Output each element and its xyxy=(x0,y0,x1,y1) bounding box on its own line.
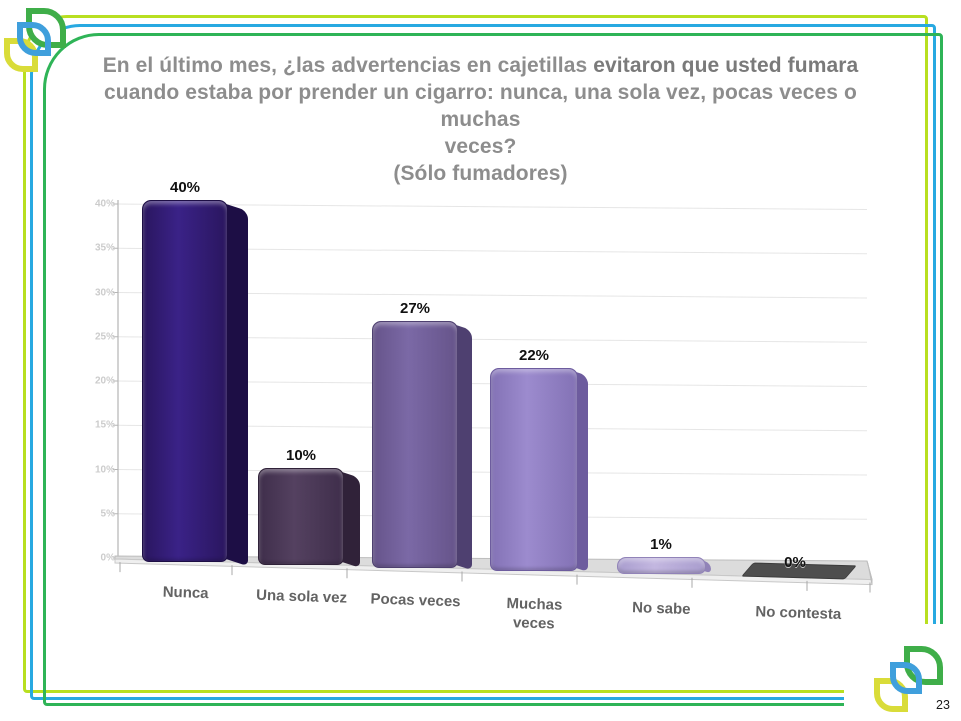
title-segment: (Sólo fumadores) xyxy=(393,162,568,185)
title-line: veces? xyxy=(90,133,871,160)
title-line: En el último mes, ¿las advertencias en c… xyxy=(90,52,871,79)
title-segment: veces? xyxy=(444,135,517,158)
title-segment: cuando estaba por prender un cigarro: nu… xyxy=(104,81,857,131)
title-segment-bold: evitaron que usted fumara xyxy=(593,54,859,77)
floor-right-cap xyxy=(866,560,873,585)
category-label: Muchas veces xyxy=(506,594,563,633)
bar-value-label: 1% xyxy=(650,536,672,553)
y-axis-label: 40% xyxy=(94,198,115,210)
category-label: Una sola vez xyxy=(255,586,348,607)
y-axis-label: 35% xyxy=(94,242,115,254)
bar-side-face xyxy=(342,472,360,568)
category-label: Nunca xyxy=(162,583,209,603)
logo-bottom-right xyxy=(874,646,944,714)
logo-top-left xyxy=(4,8,72,76)
bar-value-label: 40% xyxy=(169,179,201,196)
y-axis-label: 5% xyxy=(100,508,115,520)
gridline xyxy=(117,203,868,210)
slide-title: En el último mes, ¿las advertencias en c… xyxy=(90,52,871,187)
bar-side-face xyxy=(456,325,472,571)
title-segment: En el último mes, ¿las advertencias en c… xyxy=(102,54,594,77)
y-axis-label: 0% xyxy=(100,552,115,564)
bar-muchas-veces xyxy=(490,368,578,571)
bar-value-label: 10% xyxy=(285,447,317,464)
y-axis-label: 15% xyxy=(94,419,115,431)
y-axis-label: 30% xyxy=(94,287,115,298)
bar-una-sola-vez xyxy=(258,468,344,565)
title-line: (Sólo fumadores) xyxy=(90,160,871,187)
title-line: cuando estaba por prender un cigarro: nu… xyxy=(90,79,871,133)
category-label: No contesta xyxy=(755,603,842,624)
leaf-blue-icon xyxy=(890,662,922,694)
category-label: No sabe xyxy=(631,599,691,619)
y-axis-label: 10% xyxy=(94,464,115,475)
bar-chart: 0% 5% 10% 15% 20% 25% 30% 35% 40% 40% 10% 27% 22% 1% 0… xyxy=(95,175,895,655)
y-axis-label: 25% xyxy=(94,331,115,343)
bar-nunca xyxy=(142,200,228,562)
bar-value-label: 27% xyxy=(399,300,431,317)
bar-value-label: 0% xyxy=(784,554,806,571)
page-number: 23 xyxy=(936,698,950,712)
bar-pocas-veces xyxy=(372,321,458,568)
bar-no-sabe xyxy=(617,557,706,574)
category-label: Pocas veces xyxy=(370,590,461,611)
bar-value-label: 22% xyxy=(518,347,550,364)
y-axis-label: 20% xyxy=(94,375,115,387)
leaf-blue-icon xyxy=(17,22,51,56)
bar-side-face xyxy=(226,204,248,567)
